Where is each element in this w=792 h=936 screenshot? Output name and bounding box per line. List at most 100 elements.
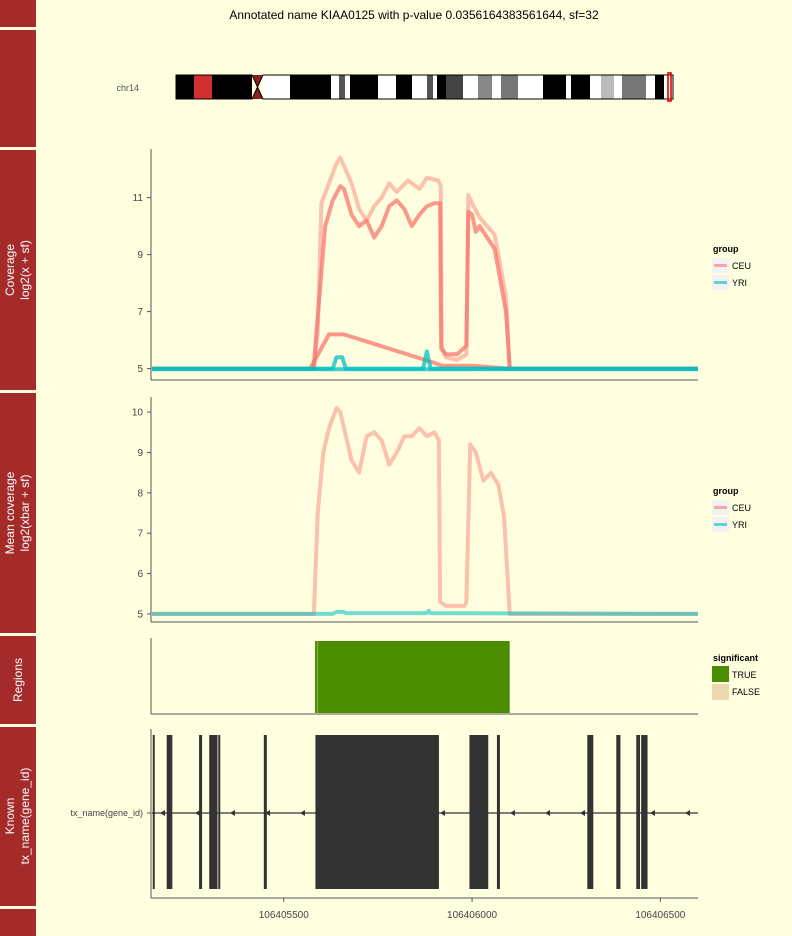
ideogram-band <box>396 75 412 99</box>
mean-legend-title: group <box>713 486 739 496</box>
strip-regions <box>0 636 36 724</box>
exon-block <box>263 735 267 889</box>
ideogram-band <box>339 75 345 99</box>
strip-coverage-line2: log2(x + sf) <box>18 240 32 300</box>
region-bar <box>318 641 510 713</box>
exon-block <box>315 735 439 889</box>
ideogram-band <box>614 75 622 99</box>
strip-regions-label: Regions <box>11 658 25 702</box>
strip-bottom <box>0 909 36 936</box>
exon-block <box>641 735 648 889</box>
ideogram-band <box>437 75 446 99</box>
ideogram-band <box>378 75 396 99</box>
coverage-legend-ceu-label: CEU <box>732 261 751 271</box>
ideogram-band <box>646 75 655 99</box>
strand-arrow <box>440 810 445 816</box>
region-bar <box>315 641 318 713</box>
ideogram-band <box>571 75 590 99</box>
ideogram-outline <box>175 74 259 100</box>
mean-legend: group CEU YRI <box>712 486 751 532</box>
strand-arrow <box>300 810 305 816</box>
ideogram-band <box>212 75 252 99</box>
strand-arrow <box>195 810 200 816</box>
strip-known <box>0 727 36 906</box>
regions-panel <box>150 638 698 715</box>
ideogram-band <box>446 75 463 99</box>
ideogram-band <box>433 75 437 99</box>
coverage-y-tick-label: 9 <box>137 250 143 261</box>
series-ceu-line <box>152 184 698 371</box>
x-tick-label: 106405500 <box>259 910 309 921</box>
ideogram-band <box>412 75 427 99</box>
exon-block <box>616 735 621 889</box>
ideogram-band <box>176 75 194 99</box>
strand-arrow <box>230 810 235 816</box>
strip-title <box>0 0 36 27</box>
strand-arrow <box>160 810 165 816</box>
exon-block <box>166 735 173 889</box>
ideogram-band <box>543 75 566 99</box>
ideogram-band <box>331 75 339 99</box>
ideogram-band <box>492 75 501 99</box>
regions-legend-true-swatch <box>712 666 729 682</box>
exon-block <box>152 735 155 889</box>
strip-column: Coverage log2(x + sf) Mean coverage log2… <box>0 0 36 936</box>
ideogram-outline <box>256 74 674 100</box>
ideogram-band <box>478 75 492 99</box>
exon-block <box>636 735 641 889</box>
strip-known-line2: tx_name(gene_id) <box>18 768 32 865</box>
strand-arrow <box>265 810 270 816</box>
ideogram-centromere <box>252 87 263 99</box>
regions-legend-false-swatch <box>712 684 729 700</box>
ideogram-side-label: chr14 <box>703 77 712 98</box>
chart-title: Annotated name KIAA0125 with p-value 0.0… <box>229 8 599 22</box>
exon-block <box>496 735 500 889</box>
exon-block <box>199 735 203 889</box>
strand-arrow <box>685 810 690 816</box>
ideogram-band <box>590 75 601 99</box>
coverage-legend: group CEU YRI <box>712 244 751 290</box>
ideogram-centromere <box>252 75 263 87</box>
mean_coverage-y-tick-label: 8 <box>137 488 143 499</box>
ideogram-band <box>566 75 571 99</box>
ideogram-band <box>518 75 543 99</box>
ideogram-band <box>427 75 433 99</box>
ideogram-chrom-label: chr14 <box>116 83 139 93</box>
series-ceu-line <box>152 406 698 616</box>
coverage-y-tick-label: 7 <box>137 307 143 318</box>
regions-legend-title: significant <box>713 653 758 663</box>
ideogram-band <box>263 75 290 99</box>
exon-block <box>469 735 489 889</box>
mean_coverage-y-tick-label: 9 <box>137 448 143 459</box>
series-ceu-line <box>152 155 698 371</box>
strip-coverage <box>0 150 36 390</box>
x-tick-label: 106406000 <box>447 910 497 921</box>
strip-known-line1: Known <box>3 798 17 835</box>
regions-legend: significant TRUE FALSE <box>712 653 760 700</box>
ideogram-band <box>345 75 350 99</box>
coverage-panel: 5 7 9 11 <box>133 149 698 381</box>
series-yri-line <box>152 608 699 616</box>
strip-ideogram <box>0 30 36 147</box>
ideogram-band <box>194 75 212 99</box>
ideogram-band <box>463 75 478 99</box>
ideogram-band <box>290 75 331 99</box>
strand-arrow <box>545 810 550 816</box>
regions-legend-false-label: FALSE <box>732 687 760 697</box>
coverage-legend-title: group <box>713 244 739 254</box>
mean_coverage-y-tick-label: 5 <box>137 609 143 620</box>
ideogram-band <box>622 75 646 99</box>
strand-arrow <box>650 810 655 816</box>
mean-coverage-panel: 5 6 7 8 9 10 <box>132 397 699 623</box>
x-tick-label: 106406500 <box>635 910 685 921</box>
mean-legend-ceu-label: CEU <box>732 503 751 513</box>
exon-block <box>587 735 594 889</box>
exon-block <box>218 735 221 889</box>
mean_coverage-y-tick-label: 6 <box>137 569 143 580</box>
exon-block <box>209 735 218 889</box>
strand-arrow <box>510 810 515 816</box>
mean_coverage-y-tick-label: 10 <box>132 408 144 419</box>
coverage-legend-yri-label: YRI <box>732 278 747 288</box>
ideogram-highlight-marker <box>667 72 672 102</box>
